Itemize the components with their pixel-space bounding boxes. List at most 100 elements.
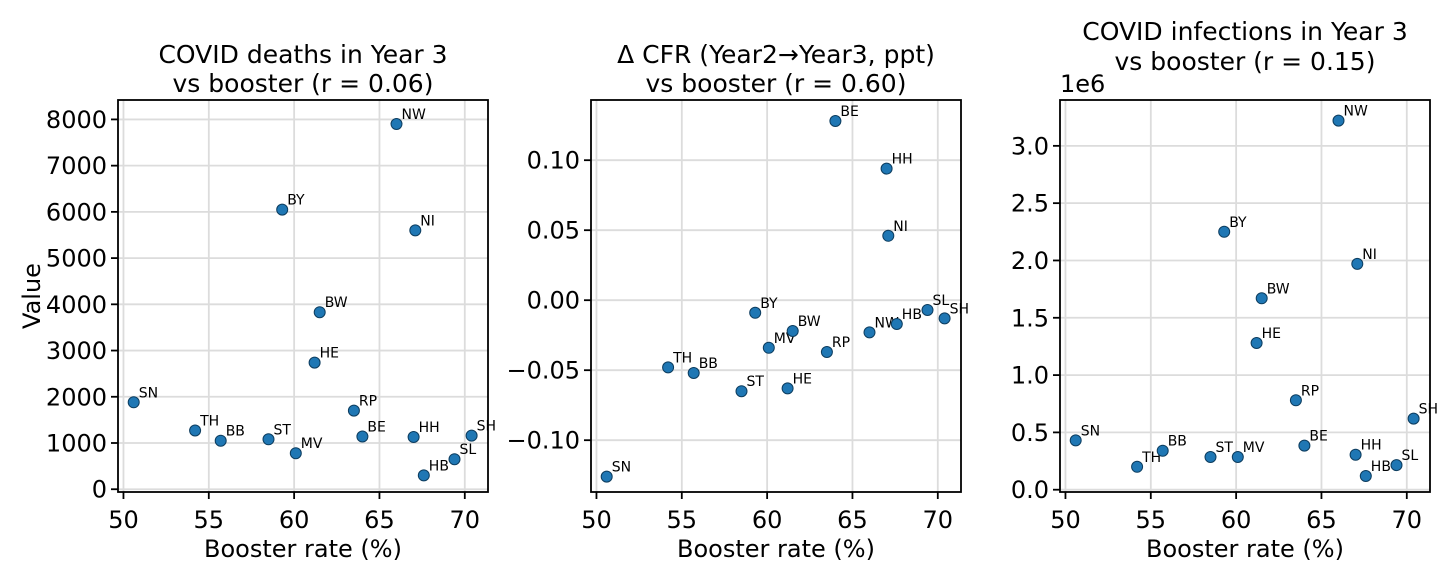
x-tick-label: 50 — [108, 506, 139, 534]
axes-spines — [590, 99, 962, 493]
y-tick-label: 3.0 — [1011, 132, 1049, 160]
data-point-BY — [749, 306, 762, 319]
point-label-BW: BW — [1267, 281, 1290, 297]
y-axis-offset-text: 1e6 — [1060, 70, 1105, 98]
y-tick-label: 0.00 — [527, 287, 580, 315]
point-label-HE: HE — [1262, 326, 1281, 342]
data-point-ST — [1204, 451, 1217, 463]
data-point-SN — [600, 470, 613, 483]
point-label-MV: MV — [301, 436, 323, 452]
data-point-TH — [189, 424, 202, 437]
data-point-HE — [308, 356, 321, 369]
data-point-MV — [762, 341, 775, 354]
y-tick-label: 7000 — [46, 152, 107, 180]
y-tick-label: 0.10 — [527, 147, 580, 175]
point-label-ST: ST — [274, 422, 292, 438]
y-tick-label: 2.5 — [1011, 190, 1049, 218]
point-label-BW: BW — [798, 314, 821, 330]
x-tick-label: 55 — [1136, 506, 1167, 534]
x-tick-label: 65 — [837, 506, 868, 534]
x-tick-label: 65 — [1306, 506, 1337, 534]
point-label-SL: SL — [460, 442, 477, 458]
y-tick-label: −0.05 — [506, 357, 580, 385]
chart-title-line-2: vs booster (r = 0.15) — [1115, 47, 1376, 76]
data-point-TH — [1131, 460, 1144, 473]
data-point-BE — [356, 430, 369, 443]
y-tick-label: 1000 — [46, 430, 107, 458]
data-point-SH — [938, 312, 951, 325]
data-point-HH — [1349, 448, 1362, 461]
data-point-HB — [417, 469, 430, 482]
x-axis-label: Booster rate (%) — [1146, 535, 1344, 563]
data-point-BW — [313, 306, 326, 319]
point-label-BB: BB — [226, 424, 245, 440]
point-label-SH: SH — [477, 419, 496, 435]
data-point-ST — [262, 433, 275, 446]
data-point-BE — [1298, 439, 1311, 452]
data-point-BE — [829, 115, 842, 127]
data-point-HB — [890, 318, 903, 330]
x-tick-label: 50 — [581, 506, 612, 534]
chart-title-line-1: COVID infections in Year 3 — [1082, 17, 1407, 46]
data-point-SL — [1390, 459, 1403, 472]
data-point-NW — [863, 326, 876, 339]
point-label-ST: ST — [1216, 440, 1234, 456]
point-label-NW: NW — [1344, 104, 1368, 120]
y-tick-label: 4000 — [46, 291, 107, 319]
y-tick-label: 1.5 — [1011, 304, 1049, 332]
point-label-RP: RP — [832, 335, 850, 351]
point-label-SL: SL — [1402, 448, 1419, 464]
point-label-HB: HB — [902, 307, 922, 323]
point-label-BY: BY — [287, 193, 305, 209]
x-tick-label: 60 — [752, 506, 783, 534]
point-label-BB: BB — [699, 356, 718, 372]
data-point-NW — [1332, 114, 1345, 127]
y-tick-label: 2000 — [46, 383, 107, 411]
data-point-BW — [1255, 292, 1268, 305]
axes-spines — [117, 99, 489, 493]
point-label-HE: HE — [793, 371, 812, 387]
data-point-TH — [662, 361, 675, 374]
point-label-ST: ST — [747, 374, 765, 390]
data-point-NI — [409, 224, 422, 237]
x-tick-label: 60 — [1221, 506, 1252, 534]
point-label-NI: NI — [893, 219, 908, 235]
y-tick-label: 2.0 — [1011, 247, 1049, 275]
data-point-HH — [407, 431, 420, 443]
point-label-RP: RP — [1301, 383, 1319, 399]
data-point-HE — [781, 382, 794, 395]
data-point-BY — [276, 203, 289, 216]
point-label-SL: SL — [933, 293, 950, 309]
chart-title-line-2: vs booster (r = 0.60) — [646, 69, 907, 98]
point-label-MV: MV — [1243, 440, 1265, 456]
point-label-BB: BB — [1168, 434, 1187, 450]
x-tick-label: 65 — [364, 506, 395, 534]
point-label-TH: TH — [199, 414, 219, 430]
point-label-BE: BE — [367, 420, 385, 436]
axes-spines — [1059, 99, 1431, 493]
point-label-SH: SH — [1419, 402, 1438, 418]
point-label-SN: SN — [612, 460, 631, 476]
data-point-HH — [880, 162, 893, 175]
point-label-HE: HE — [320, 346, 339, 362]
data-point-RP — [347, 404, 360, 417]
x-tick-label: 70 — [450, 506, 481, 534]
data-point-SN — [127, 396, 140, 409]
y-tick-label: 6000 — [46, 198, 107, 226]
point-label-SN: SN — [139, 385, 158, 401]
data-point-RP — [1289, 394, 1302, 407]
point-label-NI: NI — [420, 213, 435, 229]
data-point-SN — [1069, 434, 1082, 447]
data-point-BB — [1156, 444, 1169, 457]
point-label-BY: BY — [760, 296, 778, 312]
data-point-HE — [1250, 337, 1263, 349]
point-label-TH: TH — [672, 350, 692, 366]
x-tick-label: 55 — [667, 506, 698, 534]
point-label-NI: NI — [1362, 247, 1377, 263]
point-label-BE: BE — [1309, 429, 1327, 445]
point-label-HB: HB — [1371, 459, 1391, 475]
point-label-BE: BE — [840, 104, 858, 120]
x-tick-label: 70 — [923, 506, 954, 534]
